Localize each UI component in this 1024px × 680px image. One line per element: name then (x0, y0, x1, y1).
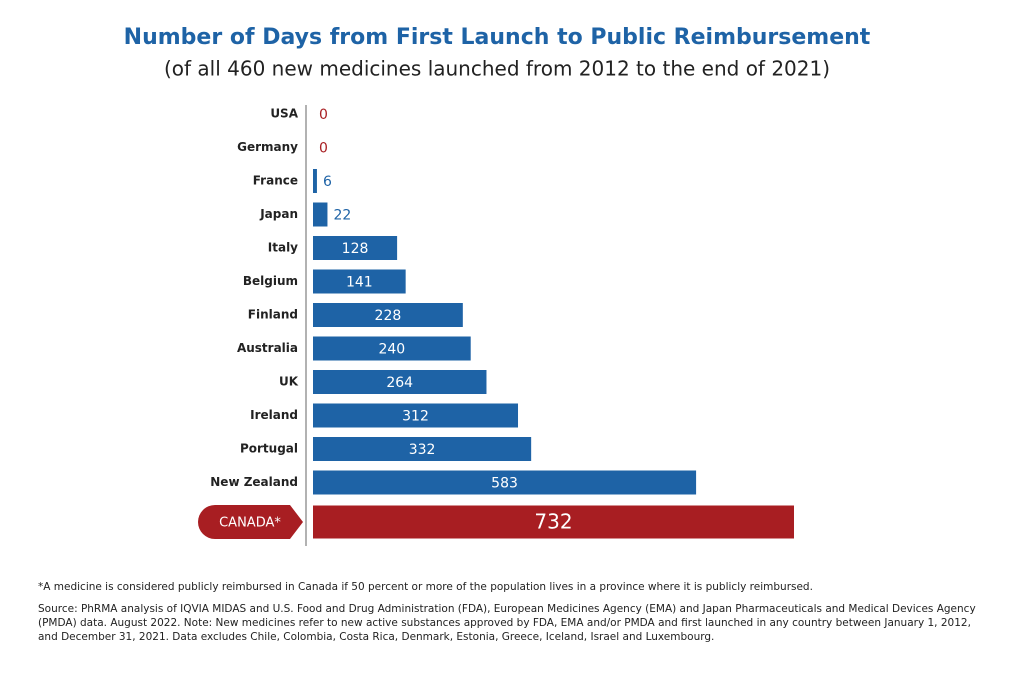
y-tick-label: France (253, 174, 298, 188)
y-tick-label: Japan (259, 207, 298, 221)
y-tick-label: New Zealand (210, 475, 298, 489)
bar (313, 336, 471, 361)
bar (313, 303, 463, 327)
y-tick-label: Finland (248, 308, 298, 322)
data-label: 264 (386, 375, 413, 391)
y-tick-label: USA (270, 107, 298, 121)
chart-subtitle: (of all 460 new medicines launched from … (164, 57, 830, 81)
bar (313, 202, 328, 227)
data-label: 0 (319, 107, 328, 123)
data-label: 22 (333, 208, 351, 224)
data-label: 228 (375, 308, 402, 324)
y-tick-label: Germany (237, 140, 298, 154)
y-tick-label: CANADA* (219, 516, 281, 531)
bar (313, 269, 406, 294)
data-label: 732 (534, 510, 572, 534)
data-label: 332 (409, 442, 436, 458)
chart-title: Number of Days from First Launch to Publ… (124, 25, 871, 50)
data-label: 128 (342, 241, 369, 257)
y-tick-label: Ireland (250, 408, 298, 422)
data-label: 583 (491, 476, 518, 492)
y-tick-label: Australia (237, 341, 298, 355)
bar (313, 470, 697, 495)
source-note: Source: PhRMA analysis of IQVIA MIDAS an… (38, 603, 976, 643)
bar (313, 403, 519, 428)
chart: Number of Days from First Launch to Publ… (124, 25, 871, 546)
bar (313, 169, 317, 193)
data-label: 240 (378, 342, 405, 358)
bar (313, 370, 487, 394)
y-tick-label: Italy (268, 241, 298, 255)
bar (313, 437, 532, 461)
y-tick-label: Portugal (240, 442, 298, 456)
highlight-tag (198, 505, 303, 539)
footnote: *A medicine is considered publicly reimb… (38, 581, 813, 593)
data-label: 141 (346, 275, 373, 291)
data-label: 0 (319, 141, 328, 157)
data-label: 6 (323, 174, 332, 190)
bar (313, 505, 794, 539)
y-tick-label: UK (279, 375, 299, 389)
y-tick-label: Belgium (243, 274, 298, 288)
data-label: 312 (402, 409, 429, 425)
bar (313, 236, 398, 260)
